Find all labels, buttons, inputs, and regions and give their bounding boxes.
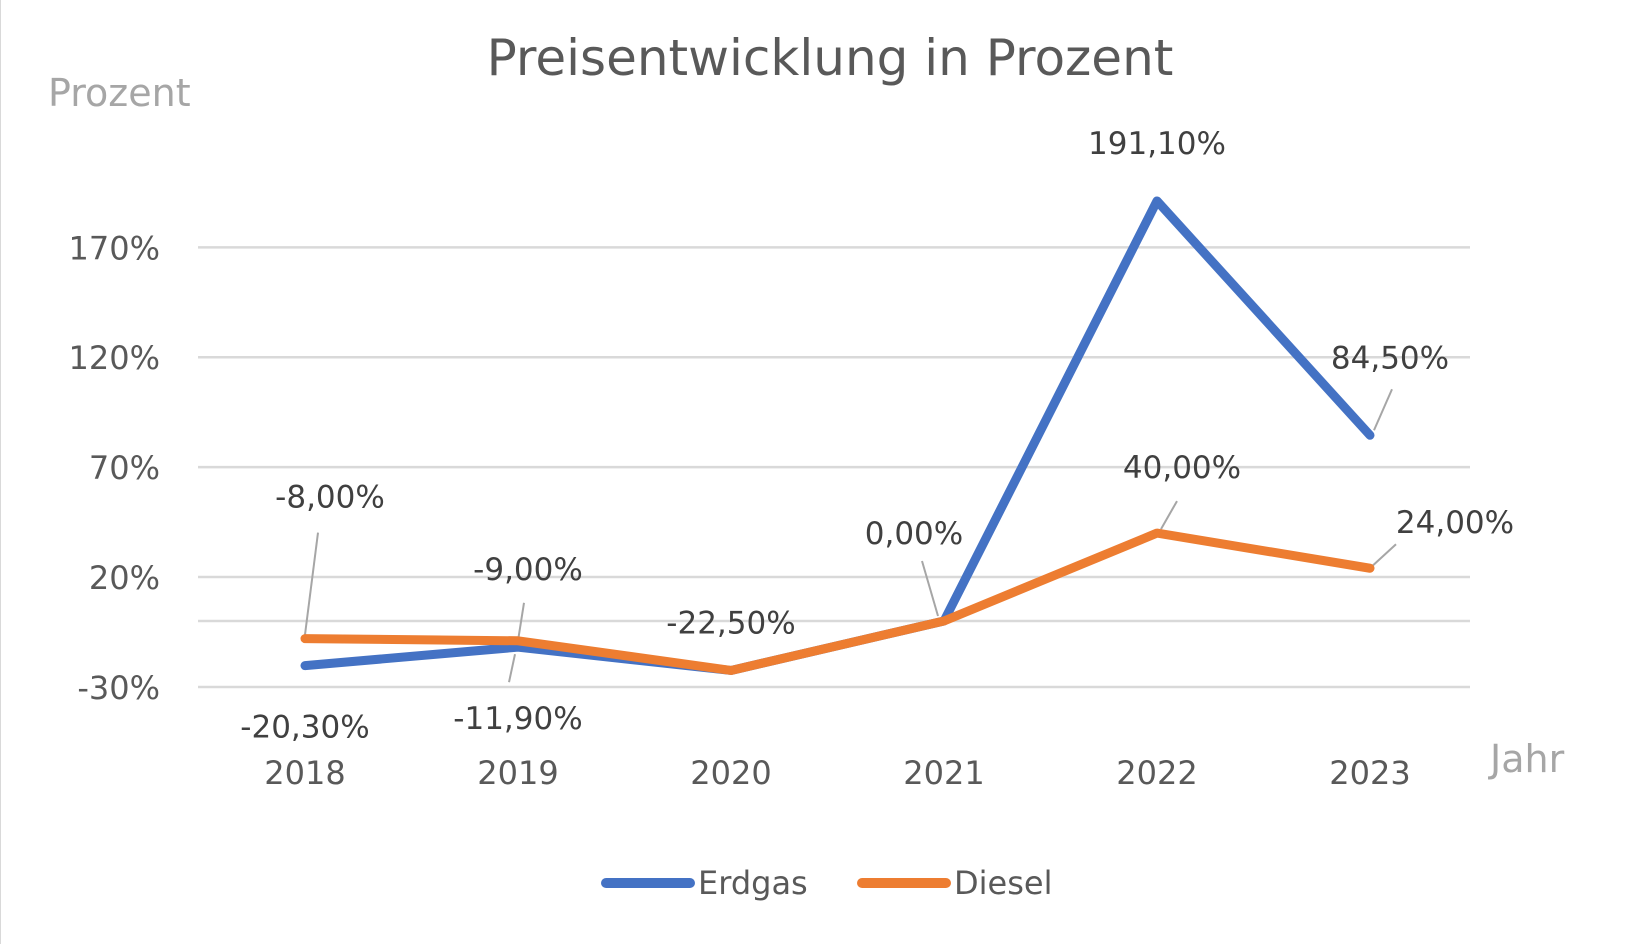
series-line-diesel bbox=[300, 528, 1375, 675]
y-tick-label: -30% bbox=[77, 669, 160, 707]
data-label-erdgas: 0,00% bbox=[865, 516, 963, 552]
x-tick-label: 2021 bbox=[903, 754, 984, 792]
y-tick-label: 120% bbox=[69, 339, 160, 377]
x-tick-label: 2020 bbox=[690, 754, 771, 792]
legend-label-erdgas: Erdgas bbox=[698, 864, 808, 902]
gridlines bbox=[198, 246, 1470, 689]
x-tick-label: 2023 bbox=[1329, 754, 1410, 792]
data-label-diesel: 24,00% bbox=[1396, 505, 1514, 541]
x-axis-title: Jahr bbox=[1488, 737, 1565, 781]
y-axis-title: Prozent bbox=[48, 71, 191, 115]
data-label-diesel: -8,00% bbox=[275, 480, 385, 516]
data-label-diesel: -22,50% bbox=[666, 605, 795, 641]
leader-line bbox=[508, 653, 516, 683]
legend: Erdgas Diesel bbox=[601, 864, 1052, 902]
x-tick-label: 2019 bbox=[477, 754, 558, 792]
leader-lines bbox=[304, 388, 1397, 683]
data-label-erdgas: 191,10% bbox=[1088, 126, 1226, 162]
series-lines bbox=[300, 196, 1375, 675]
y-axis-ticks: -30% 20% 70% 120% 170% bbox=[69, 229, 160, 707]
legend-label-diesel: Diesel bbox=[954, 864, 1052, 902]
data-label-erdgas: -20,30% bbox=[240, 710, 369, 746]
chart-title: Preisentwicklung in Prozent bbox=[487, 29, 1174, 87]
x-tick-label: 2018 bbox=[264, 754, 345, 792]
data-label-diesel: 40,00% bbox=[1123, 450, 1241, 486]
data-label-erdgas: -11,90% bbox=[453, 701, 582, 737]
leader-line bbox=[1160, 500, 1178, 530]
data-label-diesel: -9,00% bbox=[473, 552, 583, 588]
leader-line bbox=[921, 560, 939, 617]
x-axis-ticks: 2018 2019 2020 2021 2022 2023 bbox=[264, 754, 1410, 792]
leader-line bbox=[1371, 543, 1397, 567]
y-tick-label: 70% bbox=[89, 449, 160, 487]
leader-line bbox=[1373, 388, 1393, 431]
leader-line bbox=[304, 532, 319, 635]
y-tick-label: 20% bbox=[89, 559, 160, 597]
data-label-erdgas: 84,50% bbox=[1331, 340, 1449, 376]
data-labels: -20,30% -11,90% 0,00% 191,10% 84,50% -8,00% -9… bbox=[240, 126, 1514, 746]
x-tick-label: 2022 bbox=[1116, 754, 1197, 792]
y-tick-label: 170% bbox=[69, 229, 160, 267]
leader-line bbox=[517, 602, 525, 641]
